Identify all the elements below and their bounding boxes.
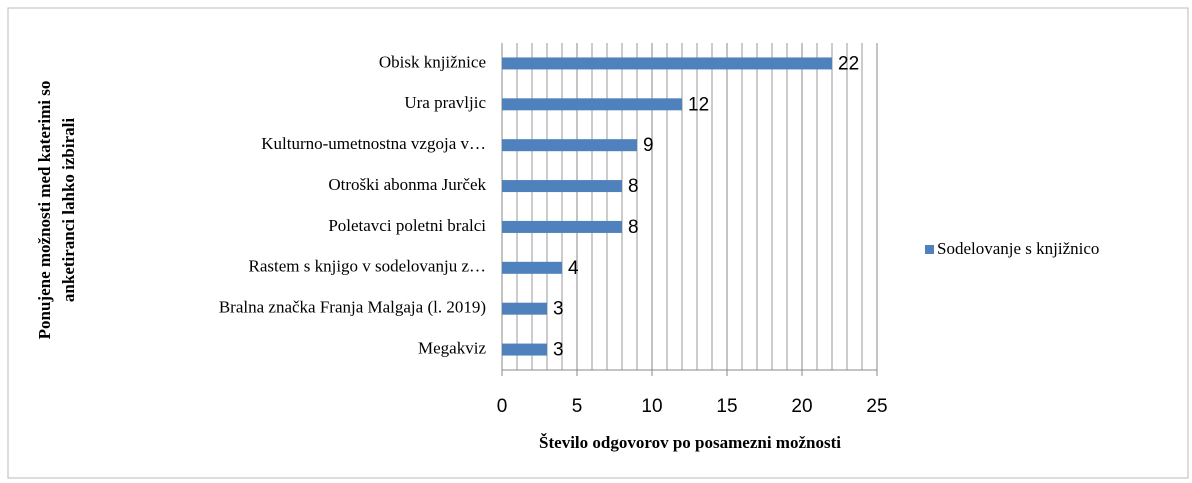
x-axis-title: Število odgovorov po posamezni možnosti	[539, 433, 841, 452]
y-tick-label: Otroški abonma Jurček	[328, 175, 486, 194]
x-tick-label: 0	[497, 396, 508, 417]
y-tick-label: Megakviz	[418, 338, 486, 357]
y-tick-label: Rastem s knjigo v sodelovanju z…	[248, 257, 486, 276]
bar	[502, 180, 622, 193]
value-label: 4	[568, 258, 579, 279]
value-label: 22	[838, 53, 859, 74]
value-label: 8	[628, 176, 639, 197]
value-label: 8	[628, 217, 639, 238]
x-tick-label: 15	[716, 396, 737, 417]
x-tick-label: 25	[866, 396, 887, 417]
x-tick-label: 10	[641, 396, 662, 417]
y-axis-title: Ponujene možnosti med katerimi so	[35, 81, 54, 340]
x-tick-label: 5	[572, 396, 583, 417]
value-label: 3	[553, 340, 564, 361]
y-tick-label: Poletavci poletni bralci	[328, 216, 486, 235]
bar	[502, 343, 547, 356]
y-tick-label: Kulturno-umetnostna vzgoja v…	[261, 134, 486, 153]
bar	[502, 261, 562, 274]
bar	[502, 220, 622, 233]
value-label: 9	[643, 135, 654, 156]
bar	[502, 139, 637, 152]
chart-frame	[7, 7, 1189, 479]
x-tick-label: 20	[791, 396, 812, 417]
value-label: 12	[688, 94, 709, 115]
y-tick-label: Ura pravljic	[404, 93, 486, 112]
value-label: 3	[553, 299, 564, 320]
y-tick-label: Bralna značka Franja Malgaja (l. 2019)	[219, 298, 486, 317]
y-axis-title: anketiranci lahko izbirali	[59, 118, 78, 302]
legend-label: Sodelovanje s knjižnico	[937, 239, 1099, 258]
legend-swatch	[925, 245, 934, 254]
bar	[502, 98, 682, 111]
bar	[502, 302, 547, 315]
bar	[502, 57, 832, 70]
y-tick-label: Obisk knjižnice	[379, 52, 486, 71]
